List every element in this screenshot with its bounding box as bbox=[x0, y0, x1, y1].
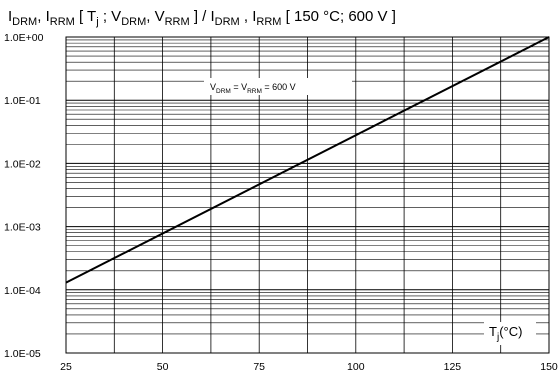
plot-frame bbox=[65, 36, 550, 354]
x-tick-label: 125 bbox=[444, 361, 462, 373]
series-line bbox=[65, 36, 550, 284]
chart-title: IDRM, IRRM [ Tj ; VDRM, VRRM ] / IDRM , … bbox=[8, 8, 396, 28]
x-tick-label: 100 bbox=[347, 361, 365, 373]
y-tick-label: 1.0E-04 bbox=[4, 285, 41, 297]
y-tick-label: 1.0E+00 bbox=[4, 32, 44, 44]
annotation-box bbox=[204, 78, 352, 95]
y-tick-label: 1.0E-01 bbox=[4, 95, 41, 107]
x-tick-label: 75 bbox=[253, 361, 265, 373]
y-tick-label: 1.0E-02 bbox=[4, 158, 41, 170]
annotation-text: VDRM = VRRM = 600 V bbox=[210, 82, 296, 95]
grid bbox=[66, 37, 549, 353]
y-tick-label: 1.0E-05 bbox=[4, 348, 41, 360]
y-tick-labels: 1.0E+00 1.0E-01 1.0E-02 1.0E-03 1.0E-04 1.0E-… bbox=[4, 32, 44, 360]
x-tick-label: 25 bbox=[60, 361, 72, 373]
x-tick-label: 50 bbox=[157, 361, 169, 373]
x-axis-label: Tj(°C) bbox=[489, 324, 522, 343]
x-tick-labels: 25 50 75 100 125 150 bbox=[60, 361, 558, 373]
y-tick-label: 1.0E-03 bbox=[4, 222, 41, 234]
x-tick-label: 150 bbox=[540, 361, 558, 373]
x-axis-label-box bbox=[484, 322, 536, 345]
